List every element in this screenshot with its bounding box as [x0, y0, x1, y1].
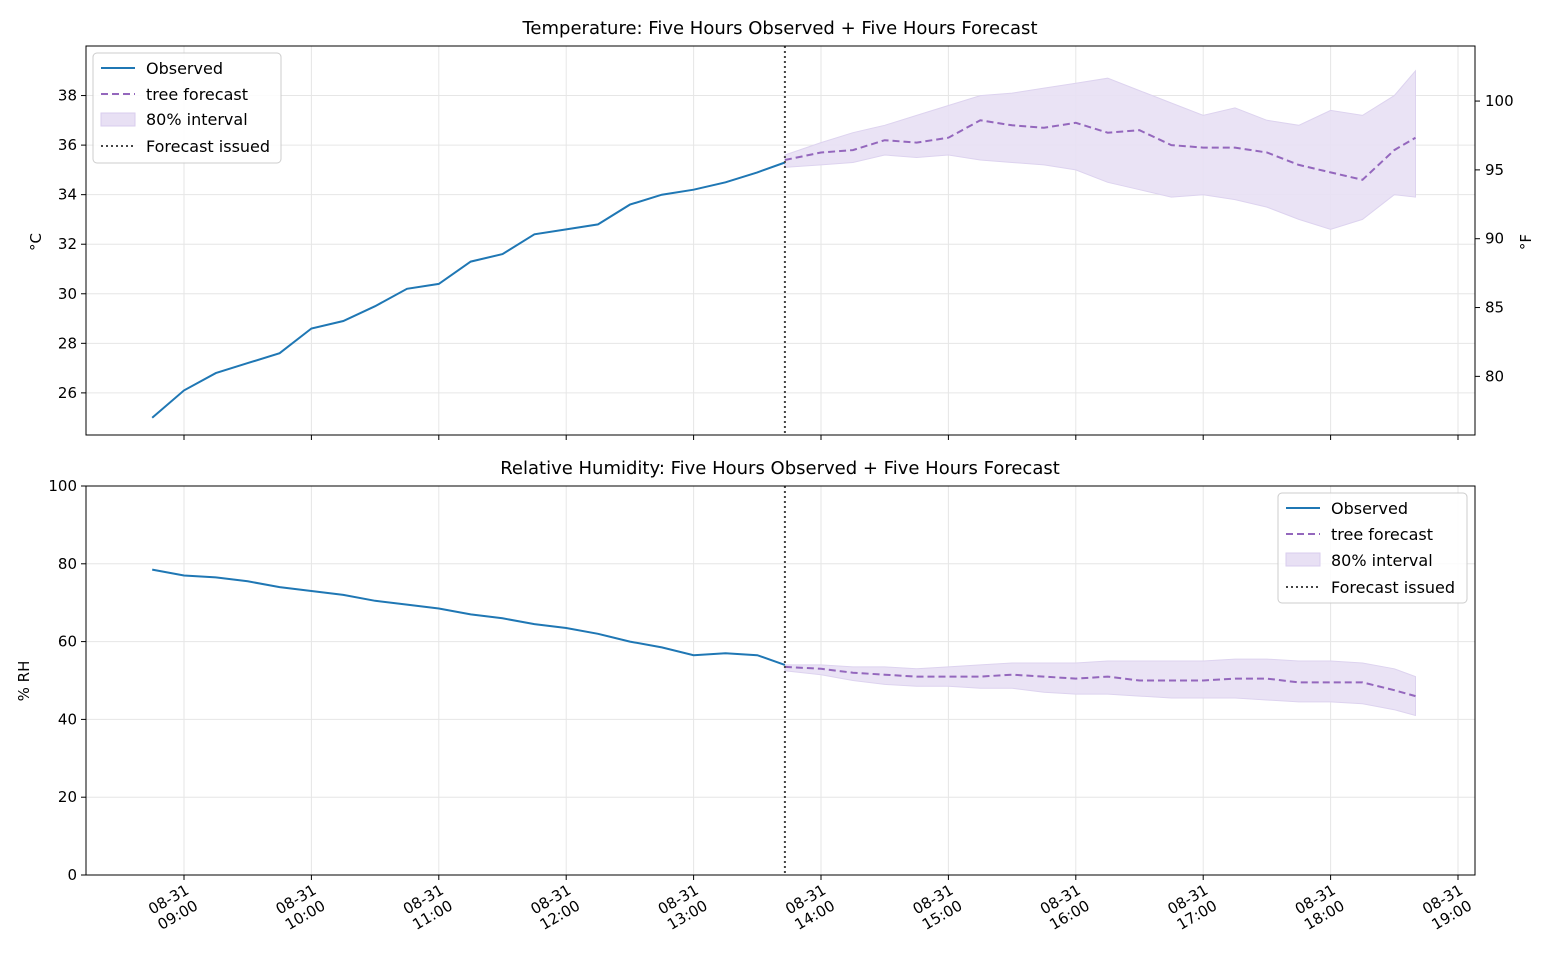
right-y-tick-label: 90 — [1485, 230, 1504, 248]
humidity-y-axis-label: % RH — [15, 661, 33, 702]
temperature-right-axis-label: °F — [1517, 234, 1535, 250]
legend-observed-label: Observed — [1331, 499, 1408, 518]
right-y-tick-label: 100 — [1485, 92, 1514, 110]
legend-observed-label: Observed — [146, 59, 223, 78]
legend-forecast-label: tree forecast — [146, 85, 248, 104]
legend-forecast-label: tree forecast — [1331, 525, 1433, 544]
y-tick-label: 100 — [48, 477, 77, 495]
temperature-observed-line — [151, 161, 786, 419]
y-tick-label: 30 — [58, 285, 77, 303]
y-tick-label: 20 — [58, 788, 77, 806]
y-tick-label: 34 — [58, 186, 77, 204]
humidity-chart-title: Relative Humidity: Five Hours Observed +… — [500, 458, 1060, 479]
legend-interval-swatch — [100, 112, 136, 127]
temperature-80-interval-band — [784, 69, 1416, 230]
y-tick-label: 36 — [58, 136, 77, 154]
humidity-forecast-line — [784, 665, 1416, 698]
y-tick-label: 0 — [67, 866, 77, 884]
humidity-observed-line — [152, 568, 786, 666]
humidity-plot-frame — [85, 485, 1476, 876]
right-y-tick-label: 95 — [1485, 161, 1504, 179]
y-tick-label: 26 — [58, 384, 77, 402]
y-tick-label: 38 — [58, 87, 77, 105]
temperature-forecast-line — [784, 119, 1417, 181]
y-tick-label: 60 — [58, 633, 77, 651]
humidity-chart: Relative Humidity: Five Hours Observed +… — [15, 458, 1476, 934]
right-y-tick-label: 85 — [1485, 299, 1504, 317]
humidity-80-interval-band — [784, 658, 1416, 717]
legend-interval-label: 80% interval — [1331, 551, 1433, 570]
y-tick-label: 80 — [58, 555, 77, 573]
temperature-chart: Temperature: Five Hours Observed + Five … — [27, 18, 1535, 440]
legend-interval-label: 80% interval — [146, 110, 248, 129]
y-tick-label: 32 — [58, 235, 77, 253]
y-tick-label: 40 — [58, 710, 77, 728]
y-tick-label: 28 — [58, 334, 77, 352]
temperature-chart-title: Temperature: Five Hours Observed + Five … — [522, 18, 1038, 39]
temperature-y-axis-label: °C — [27, 233, 45, 251]
right-y-tick-label: 80 — [1485, 367, 1504, 385]
humidity-legend: Observed tree forecast 80% interval Fore… — [1277, 492, 1468, 604]
legend-issued-label: Forecast issued — [1331, 578, 1455, 597]
temperature-legend: Observed tree forecast 80% interval Fore… — [92, 52, 282, 164]
temperature-plot-frame — [85, 45, 1476, 436]
legend-interval-swatch — [1285, 552, 1321, 567]
legend-issued-label: Forecast issued — [146, 137, 270, 156]
